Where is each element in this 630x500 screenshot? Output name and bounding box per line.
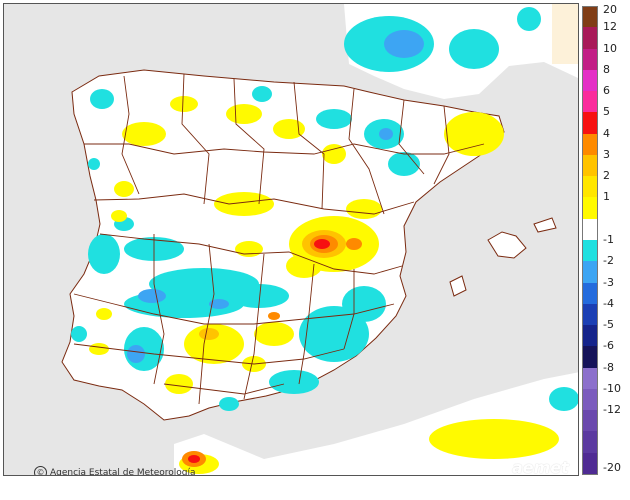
legend-swatch: [582, 69, 598, 92]
legend-swatch: [582, 367, 598, 390]
legend-swatch: [582, 133, 598, 156]
legend-swatch: [582, 388, 598, 411]
legend-swatch: [582, 197, 598, 220]
color-legend: 20 12 10 8 6 5 4 3 2 1 -1 -2 -3 -4 -5 -6 -8 -10 -12 -20: [582, 3, 630, 478]
legend-label: 12: [603, 20, 617, 34]
legend-label: -4: [603, 296, 614, 310]
legend-swatch: [582, 6, 598, 28]
legend-label: 5: [603, 105, 610, 119]
legend-label: -5: [603, 318, 614, 332]
legend-swatch: [582, 346, 598, 369]
credit-line: © Agencia Estatal de Meteorología: [34, 466, 196, 476]
legend-swatch: [582, 282, 598, 305]
legend-label: 10: [603, 41, 617, 55]
legend-swatch: [582, 452, 598, 475]
legend-label: 20: [603, 3, 617, 16]
legend-swatch: [582, 154, 598, 177]
legend-swatch: [582, 176, 598, 199]
legend-swatch: [582, 27, 598, 50]
copyright-icon: ©: [34, 466, 47, 475]
legend-label: 8: [603, 62, 610, 76]
legend-swatch: [582, 112, 598, 135]
legend-label: -1: [603, 233, 614, 246]
legend-label: -20: [603, 461, 621, 474]
legend-label: -6: [603, 339, 614, 353]
legend-label: 2: [603, 169, 610, 183]
legend-label: -12: [603, 403, 621, 417]
legend-label: -2: [603, 254, 614, 268]
legend-swatch: [582, 410, 598, 433]
legend-label: 4: [603, 126, 610, 140]
legend-label: 6: [603, 84, 610, 98]
credit-text: Agencia Estatal de Meteorología: [50, 467, 196, 476]
legend-swatch: [582, 218, 598, 241]
legend-swatch: [582, 261, 598, 284]
map-canvas: [4, 4, 578, 475]
legend-label: -8: [603, 360, 614, 374]
legend-swatch: [582, 48, 598, 71]
legend-swatch: [582, 325, 598, 348]
legend-swatch: [582, 240, 598, 262]
balearic-mallorca: [487, 231, 527, 259]
legend-label: 3: [603, 147, 610, 161]
legend-swatch: [582, 303, 598, 326]
legend-label: 1: [603, 190, 610, 204]
legend-swatch: [582, 91, 598, 114]
balearic-ibiza: [449, 275, 467, 297]
balearic-menorca: [533, 217, 557, 233]
legend-swatch: [582, 431, 598, 454]
temperature-anomaly-map: © Agencia Estatal de Meteorología aemet: [3, 3, 579, 476]
legend-label: -10: [603, 381, 621, 395]
legend-label: -3: [603, 275, 614, 289]
brand-logo: aemet: [512, 458, 569, 476]
